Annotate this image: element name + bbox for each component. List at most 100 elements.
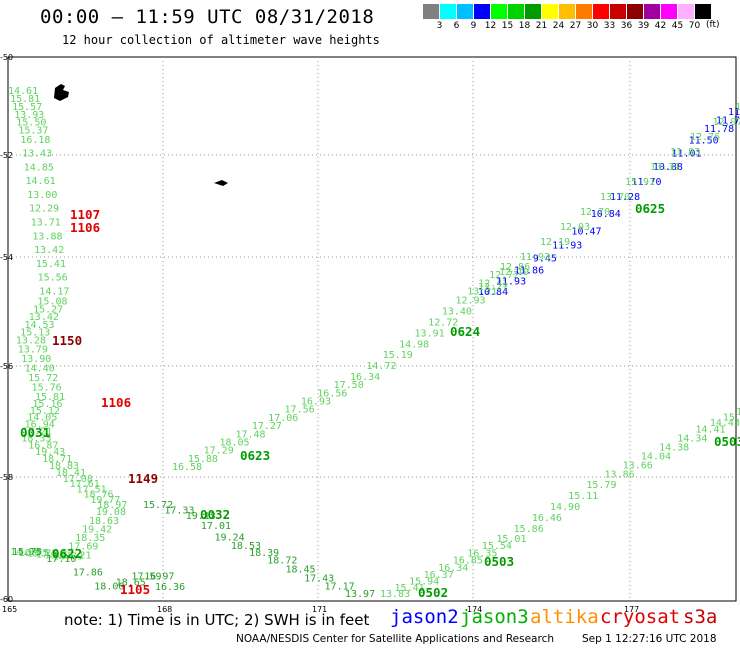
track-value-left: 13.88	[32, 231, 62, 242]
track-value-0623: 12.41	[478, 278, 508, 289]
track-value-0625: 12.97	[713, 117, 740, 128]
lat-tick-label: -54	[0, 253, 13, 262]
lat-tick-label: -50	[0, 53, 13, 62]
track-value-left: 19.51	[44, 550, 74, 561]
track-value-0623: 18.05	[219, 437, 249, 448]
track-value-0623: 16.58	[172, 462, 202, 473]
track-value-left: 13.00	[27, 190, 57, 201]
track-value-0623: 17.48	[235, 429, 265, 440]
track-value-0502: 14.90	[550, 502, 580, 513]
colorbar-tick: 30	[586, 21, 599, 31]
page-subtitle: 12 hour collection of altimeter wave hei…	[62, 33, 380, 47]
lat-tick-label: -60	[0, 595, 13, 604]
track-value-0623: 12.72	[428, 317, 458, 328]
track-value-left: 14.53	[24, 320, 54, 331]
track-value-0623: 16.56	[317, 388, 347, 399]
track-value-left: 19.43	[35, 447, 65, 458]
track-value-0502: 14.43	[710, 418, 740, 429]
colorbar-tick: 42	[654, 21, 667, 31]
colorbar	[423, 4, 712, 19]
track-value-0032: 18.72	[267, 556, 297, 567]
track-value-left: 19.77	[90, 495, 120, 506]
track-value-0502: 15.21	[736, 407, 740, 418]
pass-time-label: 1149	[128, 471, 158, 486]
colorbar-swatch	[440, 4, 457, 19]
track-value-left: 16.18	[20, 135, 50, 146]
lat-tick-label: -58	[0, 473, 13, 482]
track-value-left: 17.69	[68, 542, 98, 553]
track-value-left: 16.79	[53, 551, 83, 562]
credit: NOAA/NESDIS Center for Satellite Applica…	[236, 633, 554, 645]
track-value-0502: 15.54	[482, 541, 512, 552]
pass-time-label: 0503	[484, 554, 514, 569]
track-value-jason2: 10.47	[571, 226, 601, 237]
lon-tick-label: 171	[312, 605, 327, 614]
track-value-0623: 17.27	[252, 421, 282, 432]
track-value-left: 15.16	[32, 399, 62, 410]
track-value-0623: 12.86	[500, 262, 530, 273]
track-value-left: 14.61	[26, 176, 56, 187]
track-value-0623: 16.34	[350, 372, 380, 383]
track-value-jason2: 10.88	[653, 162, 683, 173]
track-value-left: 15.72	[28, 373, 58, 384]
pass-time-label: 0502	[418, 585, 448, 600]
track-value-left: 13.90	[21, 354, 51, 365]
track-value-left: 16.94	[25, 420, 55, 431]
track-value-0502: 13.86	[605, 470, 635, 481]
track-value-0032: 18.53	[231, 541, 261, 552]
track-value-left: 14.05	[27, 413, 57, 424]
track-value-left: 12.29	[29, 204, 59, 215]
colorbar-swatch	[610, 4, 627, 19]
track-value-jason2: 11.86	[514, 266, 544, 277]
track-value-0622: 17.86	[73, 568, 103, 579]
track-value-left: 17.51	[77, 484, 107, 495]
track-value-left: 14.40	[25, 364, 55, 375]
pass-time-label: 0625	[635, 201, 665, 216]
track-value-left: 16.75	[19, 548, 49, 559]
track-value-0625: 11.83	[670, 147, 700, 158]
track-value-jason2: 10.84	[478, 287, 508, 298]
lat-tick-label: -52	[0, 151, 13, 160]
track-value-left: 13.42	[34, 245, 64, 256]
track-value-left: 15.27	[33, 304, 63, 315]
track-value-left: 17.14	[36, 550, 66, 561]
colorbar-tick: 21	[535, 21, 548, 31]
track-value-jason2: 11.93	[552, 241, 582, 252]
track-value-0623: 13.40	[442, 307, 472, 318]
map-frame	[7, 56, 737, 602]
track-value-0502: 16.46	[532, 513, 562, 524]
lat-tick-label: -56	[0, 362, 13, 371]
island-shape	[54, 84, 69, 101]
track-value-left: 16.87	[28, 440, 58, 451]
track-value-left: 15.56	[38, 273, 68, 284]
track-value-left: 14.98	[10, 547, 40, 558]
track-value-0623: 17.56	[285, 405, 315, 416]
track-value-0502: 15.86	[514, 524, 544, 535]
track-value-0625: 12.70	[580, 207, 610, 218]
track-value-left: 19.08	[96, 507, 126, 518]
credit-timestamp: Sep 1 12:27:16 UTC 2018	[582, 633, 717, 645]
track-value-left: 13.71	[31, 218, 61, 229]
track-value-0625: 15.91	[625, 177, 655, 188]
track-value-0032: 17.17	[325, 581, 355, 592]
track-value-0032: 17.01	[201, 521, 231, 532]
colorbar-tick: 18	[518, 21, 531, 31]
track-value-left: 14.85	[24, 162, 54, 173]
track-value-left: 13.42	[29, 312, 59, 323]
track-value-left: 15.75	[27, 549, 57, 560]
track-value-left: 18.21	[61, 550, 91, 561]
pass-time-label: 0624	[450, 324, 480, 339]
colorbar-tick: 70	[688, 21, 701, 31]
pass-time-label: 1107	[70, 207, 100, 222]
track-value-left: 18.33	[21, 433, 51, 444]
colorbar-swatch	[627, 4, 644, 19]
track-value-0623: 17.29	[204, 446, 234, 457]
track-value-0502: 15.01	[496, 534, 526, 545]
track-value-0623: 13.21	[467, 287, 497, 298]
colorbar-tick: 27	[569, 21, 582, 31]
track-value-0032: 18.45	[285, 565, 315, 576]
track-value-left: 13.28	[16, 335, 46, 346]
track-value-jason2: 11.01	[671, 148, 701, 159]
track-value-jason2: 11.99	[728, 107, 740, 118]
